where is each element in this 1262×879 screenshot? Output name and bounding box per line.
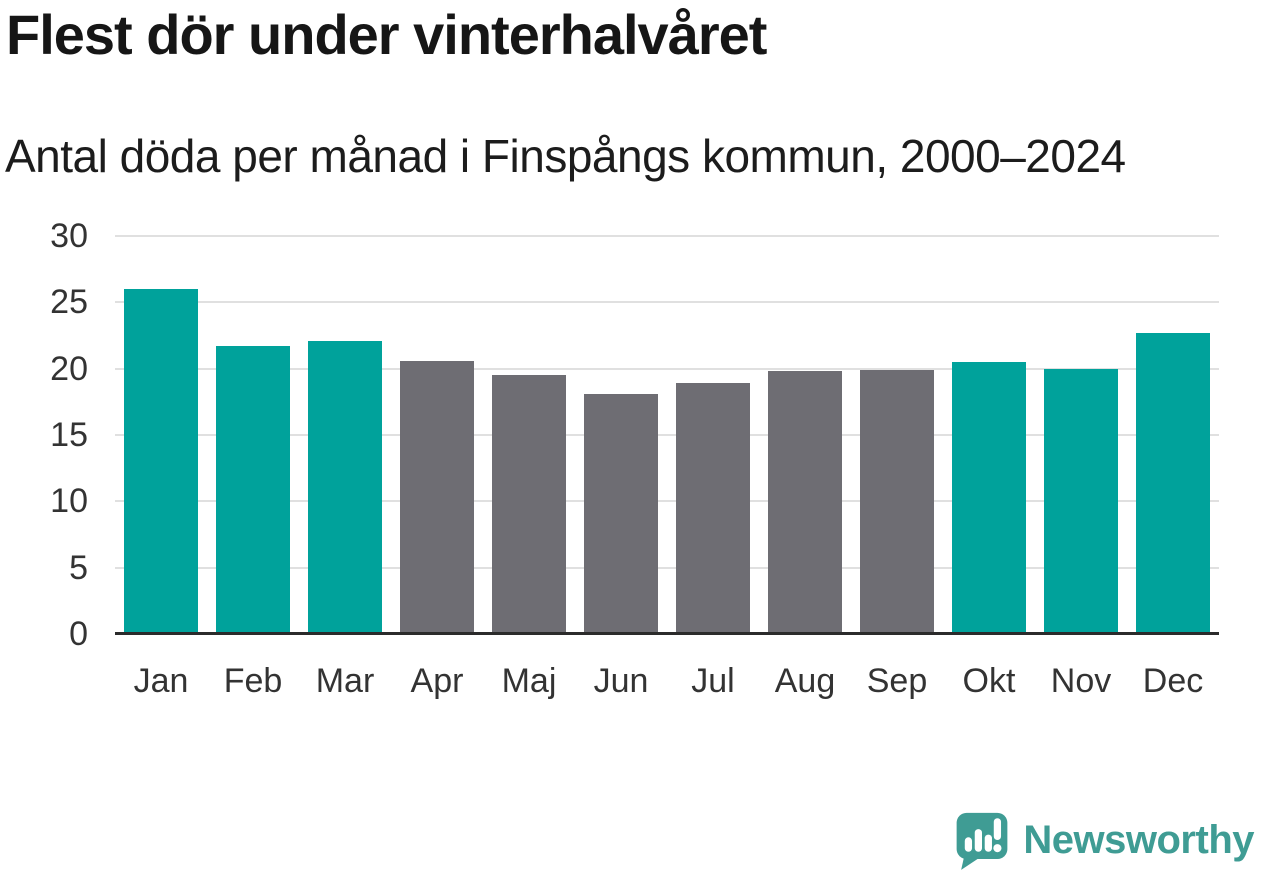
- bar-jun: [584, 393, 658, 634]
- brand-footer: Newsworthy: [953, 810, 1254, 870]
- gridline-y-10: [115, 500, 1219, 503]
- x-tick-label-nov: Nov: [1050, 662, 1112, 700]
- y-tick-label-5: 5: [69, 548, 88, 587]
- gridline-y-20: [115, 367, 1219, 370]
- chart-title: Flest dör under vinterhalvåret: [6, 3, 767, 66]
- bar-aug: [768, 371, 842, 634]
- brand-name: Newsworthy: [1023, 817, 1254, 862]
- x-tick-label-jun: Jun: [593, 662, 649, 700]
- x-tick-label-aug: Aug: [774, 662, 836, 700]
- x-tick-label-jan: Jan: [133, 662, 189, 700]
- x-tick-label-maj: Maj: [501, 662, 557, 700]
- gridline-y-25: [115, 301, 1219, 304]
- gridline-y-5: [115, 566, 1219, 569]
- x-axis-tick-labels: Jan Feb Mar Apr Maj Jun Jul Aug Sep Okt Nov Dec: [115, 656, 1219, 706]
- x-tick-label-okt: Okt: [962, 662, 1016, 700]
- x-tick-label-jul: Jul: [691, 662, 735, 700]
- plot-area: [115, 235, 1219, 635]
- bar-nov: [1044, 368, 1118, 634]
- chart-subtitle: Antal döda per månad i Finspångs kommun,…: [5, 130, 1126, 182]
- bar-mar: [308, 340, 382, 634]
- bar-jul: [676, 383, 750, 634]
- y-tick-label-20: 20: [50, 349, 88, 388]
- y-tick-label-25: 25: [50, 283, 88, 322]
- y-tick-label-10: 10: [50, 482, 88, 521]
- bar-dec: [1136, 332, 1210, 634]
- x-axis-baseline: [115, 632, 1219, 635]
- x-tick-label-dec: Dec: [1142, 662, 1204, 700]
- y-tick-label-15: 15: [50, 416, 88, 454]
- x-tick-label-feb: Feb: [223, 662, 283, 700]
- bar-jan: [124, 289, 198, 634]
- x-tick-label-apr: Apr: [410, 662, 464, 700]
- mini-bar-chart-glyph: [965, 818, 1002, 853]
- y-tick-label-30: 30: [50, 217, 88, 255]
- bar-maj: [492, 375, 566, 634]
- newsworthy-logo-icon: [957, 812, 1008, 870]
- bar-sep: [860, 370, 934, 634]
- x-tick-label-sep: Sep: [866, 662, 928, 700]
- gridline-y-30: [115, 235, 1219, 237]
- bar-okt: [952, 362, 1026, 634]
- bar-apr: [400, 360, 474, 634]
- bar-feb: [216, 346, 290, 634]
- y-axis-tick-labels: 0 5 10 15 20 25 30: [0, 217, 88, 653]
- x-tick-label-mar: Mar: [315, 662, 375, 700]
- gridline-y-15: [115, 434, 1219, 436]
- y-tick-label-0: 0: [69, 615, 88, 653]
